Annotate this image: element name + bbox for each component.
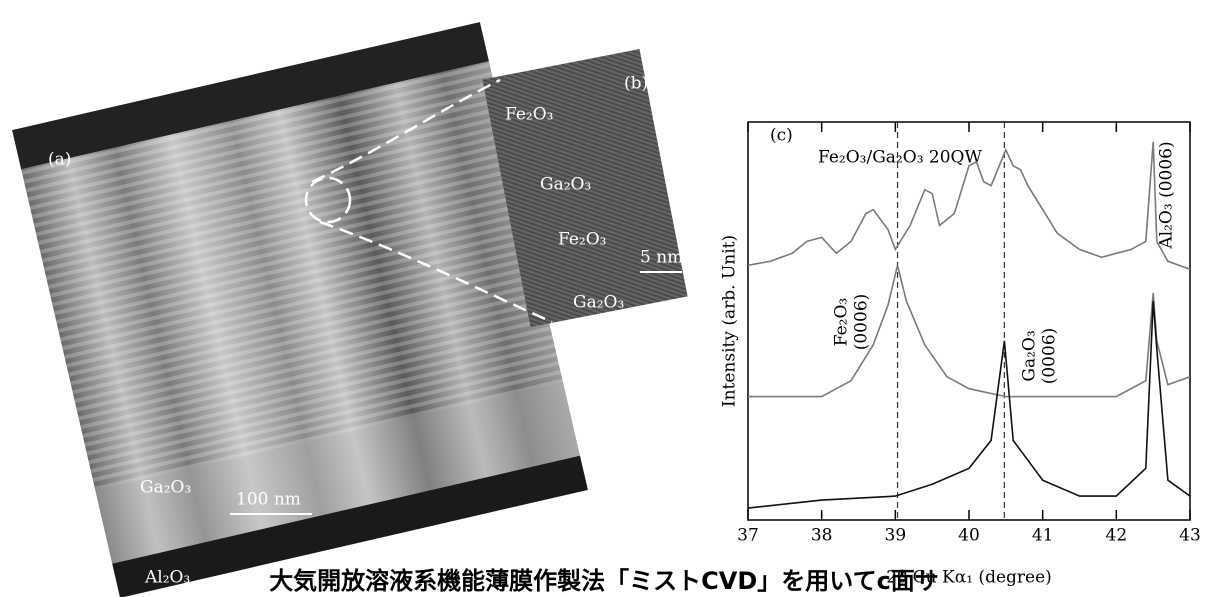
caption: 大気開放溶液系機能薄膜作製法「ミストCVD」を用いてc面サ: [269, 567, 939, 595]
layer-label: Ga₂O₃: [573, 293, 624, 313]
x-tick-label: 40: [958, 526, 980, 546]
panel-label: (b): [624, 74, 648, 94]
x-tick-label: 38: [811, 526, 833, 546]
layer-label: Fe₂O₃: [558, 230, 607, 250]
x-tick-label: 39: [885, 526, 907, 546]
x-tick-label: 42: [1106, 526, 1128, 546]
annotation: Al₂O₃ (0006): [1157, 141, 1177, 249]
x-tick-label: 37: [737, 526, 759, 546]
annotation: (c): [770, 126, 793, 146]
annotation: (0006): [852, 294, 872, 351]
layer-label: Ga₂O₃: [140, 478, 191, 498]
layer-label: Al₂O₃: [144, 568, 190, 588]
x-tick-label: 41: [1032, 526, 1054, 546]
annotation: Fe₂O₃/Ga₂O₃ 20QW: [818, 148, 982, 168]
xrd-curve: [748, 265, 1190, 396]
scale-bar-label: 100 nm: [236, 490, 301, 510]
annotation: Ga₂O₃: [1020, 330, 1040, 381]
xrd-chart: (c) Fe₂O₃/Ga₂O₃ 20QW Al₂O₃ (0006) Fe₂O₃ …: [720, 122, 1201, 588]
annotation: Fe₂O₃: [832, 298, 852, 347]
scale-bar-label: 5 nm: [640, 248, 683, 268]
layer-label: Fe₂O₃: [505, 105, 554, 125]
layer-label: Ga₂O₃: [540, 175, 591, 195]
figure: (a) Ga₂O₃ Al₂O₃ 100 nm (b) Fe₂O₃ Ga₂O₃ F…: [0, 0, 1212, 597]
plot-frame: [748, 122, 1190, 520]
x-tick-label: 43: [1179, 526, 1201, 546]
panel-label: (a): [48, 150, 71, 170]
xrd-curve: [748, 301, 1190, 508]
y-axis-label: Intensity (arb. Unit): [720, 235, 740, 407]
annotation: (0006): [1040, 328, 1060, 385]
